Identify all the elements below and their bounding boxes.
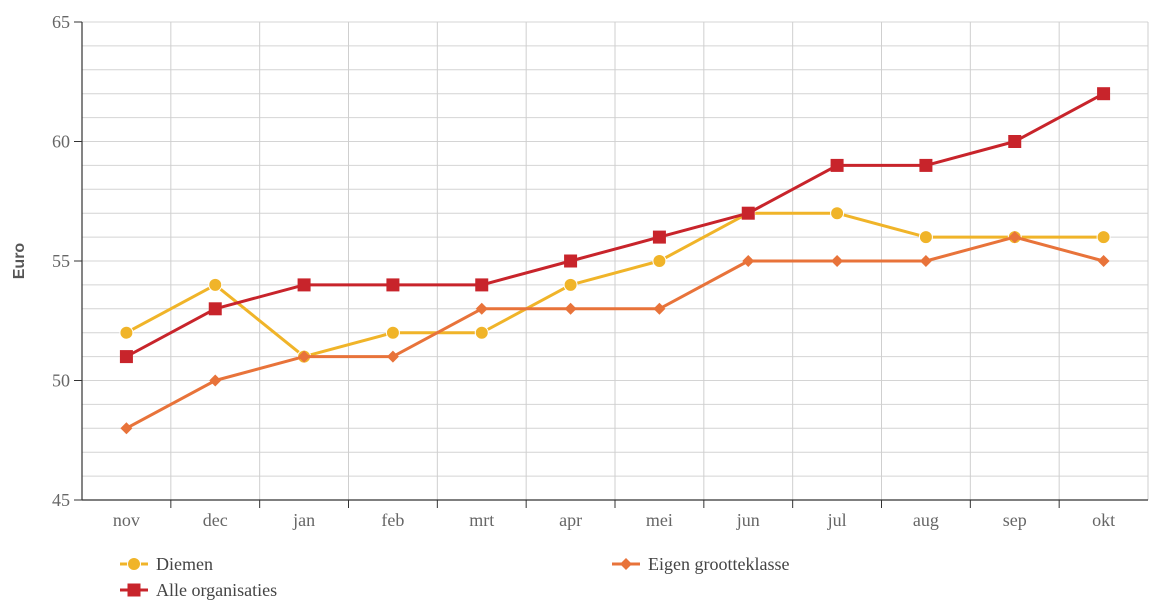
y-tick-label: 50 [52,371,70,391]
x-tick-label: okt [1092,510,1115,530]
data-point [209,374,222,387]
series-alle-organisaties [119,87,1111,364]
data-point [563,277,578,292]
data-point [119,350,133,364]
data-point [386,350,399,363]
data-point [1097,87,1111,101]
legend-label: Eigen grootteklasse [648,554,789,574]
x-tick-label: jun [736,510,760,530]
data-point [119,325,134,340]
data-point [918,230,933,245]
legend-item: Diemen [120,554,213,574]
series-line [125,235,1104,430]
series-line [125,92,1105,358]
y-tick-label: 55 [52,251,70,271]
grid [82,21,1149,500]
data-point [1008,231,1021,244]
data-point [919,255,932,267]
y-tick-label: 60 [52,132,70,152]
legend-swatch-marker [127,583,141,597]
x-tick-label: nov [113,510,140,530]
data-point [297,278,311,292]
data-point [386,278,400,292]
x-tick-label: dec [203,510,228,530]
data-point [831,255,844,267]
data-point [1008,135,1022,148]
x-tick-label: sep [1003,510,1027,530]
data-point [830,158,844,172]
legend-swatch-marker [620,558,632,570]
series-eigen-grootteklasse [120,231,1110,435]
series-line [125,211,1104,359]
data-point [120,422,133,435]
legend: Diemen Eigen grootteklasse Alle organisati… [120,554,789,600]
data-point [208,302,222,316]
y-axis-label: Euro [11,243,28,280]
data-point [742,255,755,267]
x-tick-label: mrt [469,510,494,530]
legend-label: Diemen [156,554,213,574]
data-point [652,254,667,268]
data-point [1096,230,1111,245]
y-tick-label: 45 [52,490,70,510]
x-tick-label: jul [827,510,847,530]
y-tick-label: 65 [52,12,70,32]
data-point [919,158,933,172]
series-layer [119,87,1111,435]
axes: 45 50 55 60 65 nov dec jan feb mrt apr mei jun jul aug… [11,12,1148,530]
data-point [564,254,578,268]
legend-label: Alle organisaties [156,580,277,600]
legend-swatch-marker [127,557,141,571]
data-point [475,278,489,292]
data-point [474,325,489,340]
data-point [385,325,400,340]
x-tick-label: aug [913,510,939,530]
x-tick-label: apr [559,510,582,530]
data-point [208,277,223,292]
legend-item: Eigen grootteklasse [612,554,789,574]
data-point [475,302,488,315]
data-point [1097,255,1110,267]
data-point [564,302,577,315]
data-point [830,206,845,221]
x-tick-label: mei [646,510,673,530]
data-point [653,302,666,315]
data-point [298,350,311,363]
data-point [741,206,755,220]
data-point [652,230,666,244]
x-tick-label: feb [381,510,404,530]
x-tick-label: jan [292,510,315,530]
legend-item: Alle organisaties [120,580,277,600]
